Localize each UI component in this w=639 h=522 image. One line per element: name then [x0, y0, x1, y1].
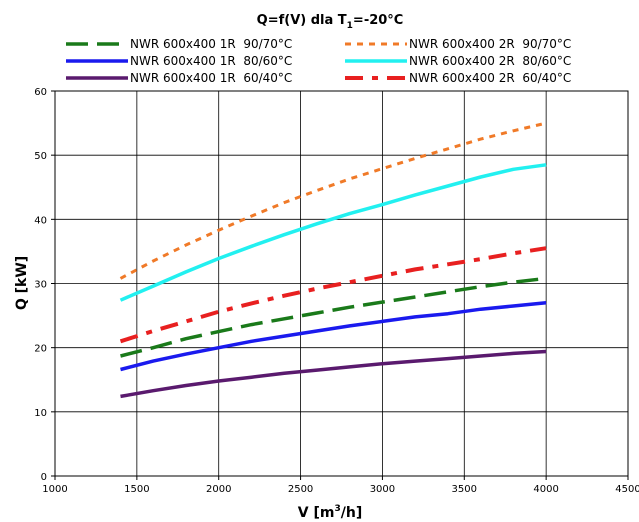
chart-title-rest: =-20°C: [353, 13, 403, 28]
x-tick-label: 2000: [206, 484, 231, 495]
x-tick-label: 4000: [533, 484, 558, 495]
series-line-1: [120, 276, 547, 358]
chart-title: Q=f(V) dla T1=-20°C: [257, 13, 404, 31]
y-axis-label: Q [kW]: [14, 256, 30, 310]
grid: [51, 90, 629, 480]
series-line-2: [120, 301, 547, 372]
series-line-5: [119, 163, 547, 302]
legend-label-2: NWR 600x400 1R 80/60°C: [130, 54, 292, 68]
y-tick-label: 30: [34, 280, 47, 291]
legend: NWR 600x400 1R 90/70°C NWR 600x400 1R 80/…: [66, 37, 571, 85]
legend-label-5: NWR 600x400 2R 80/60°C: [409, 54, 571, 68]
x-tick-label: 1500: [124, 484, 149, 495]
tick-labels: 1000 1500 2000 2500 3000 3500 4000 4500 0 10 20 30 4…: [34, 87, 639, 495]
x-tick-label: 3000: [370, 484, 395, 495]
series-group: [119, 121, 547, 399]
x-tick-label: 2500: [288, 484, 313, 495]
legend-label-6: NWR 600x400 2R 60/40°C: [409, 71, 571, 85]
chart-title-main: Q=f(V) dla T: [257, 13, 347, 28]
legend-label-1: NWR 600x400 1R 90/70°C: [130, 37, 292, 51]
x-axis-label-sup: 3: [334, 504, 340, 514]
y-tick-label: 40: [34, 215, 47, 226]
y-tick-label: 50: [34, 151, 47, 162]
series-line-4: [119, 121, 547, 280]
x-tick-label: 1000: [42, 484, 67, 495]
x-tick-label: 3500: [452, 484, 477, 495]
y-tick-label: 20: [34, 344, 47, 355]
x-axis-label-main: V [m: [298, 505, 335, 521]
series-line-3: [120, 349, 547, 399]
x-axis-label-rest: /h]: [341, 505, 362, 521]
legend-label-4: NWR 600x400 2R 90/70°C: [409, 37, 571, 51]
x-axis-label: V [m3/h]: [298, 504, 362, 521]
legend-label-3: NWR 600x400 1R 60/40°C: [130, 71, 292, 85]
y-tick-label: 10: [34, 408, 47, 419]
series-line-6: [119, 246, 547, 344]
y-tick-label: 0: [41, 472, 47, 483]
chart-title-sub: 1: [347, 21, 353, 31]
x-tick-label: 4500: [615, 484, 639, 495]
y-tick-label: 60: [34, 87, 47, 98]
